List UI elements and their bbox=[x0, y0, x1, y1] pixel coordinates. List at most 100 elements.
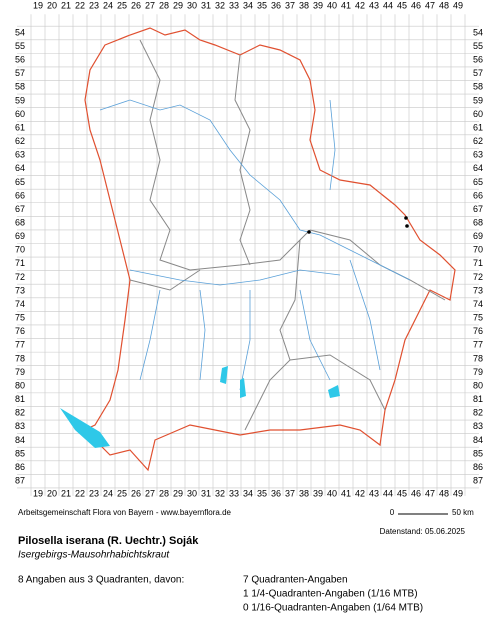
column-label: 34 bbox=[243, 488, 253, 498]
row-label: 83 bbox=[15, 421, 25, 431]
column-label: 36 bbox=[271, 0, 281, 10]
summary-line: 0 1/16-Quadranten-Angaben (1/64 MTB) bbox=[243, 603, 423, 614]
column-label: 30 bbox=[187, 0, 197, 10]
row-label: 58 bbox=[473, 82, 483, 92]
column-label: 47 bbox=[425, 0, 435, 10]
column-label: 33 bbox=[229, 0, 239, 10]
row-label: 81 bbox=[473, 394, 483, 404]
row-label: 68 bbox=[473, 217, 483, 227]
column-label: 24 bbox=[103, 0, 113, 10]
row-label: 59 bbox=[473, 95, 483, 105]
row-label: 69 bbox=[15, 231, 25, 241]
row-label: 86 bbox=[15, 462, 25, 472]
row-label: 70 bbox=[15, 245, 25, 255]
column-label: 31 bbox=[201, 0, 211, 10]
column-label: 46 bbox=[411, 488, 421, 498]
column-label: 34 bbox=[243, 0, 253, 10]
column-label: 29 bbox=[173, 488, 183, 498]
column-label: 45 bbox=[397, 0, 407, 10]
column-label: 22 bbox=[75, 488, 85, 498]
row-label: 64 bbox=[473, 163, 483, 173]
row-label: 86 bbox=[473, 462, 483, 472]
column-label: 28 bbox=[159, 488, 169, 498]
column-label: 26 bbox=[131, 488, 141, 498]
column-label: 22 bbox=[75, 0, 85, 10]
common-name: Isergebirgs-Mausohrhabichtskraut bbox=[18, 550, 170, 561]
occurrence-dot bbox=[405, 224, 409, 228]
column-label: 19 bbox=[33, 488, 43, 498]
row-label: 81 bbox=[15, 394, 25, 404]
row-label: 58 bbox=[15, 82, 25, 92]
row-label: 73 bbox=[473, 285, 483, 295]
column-label: 23 bbox=[89, 0, 99, 10]
column-label: 37 bbox=[285, 488, 295, 498]
column-label: 44 bbox=[383, 0, 393, 10]
row-label: 68 bbox=[15, 217, 25, 227]
column-label: 41 bbox=[341, 488, 351, 498]
scale-end: 50 km bbox=[452, 508, 474, 517]
row-label: 74 bbox=[473, 299, 483, 309]
column-label: 41 bbox=[341, 0, 351, 10]
column-label: 36 bbox=[271, 488, 281, 498]
column-label: 42 bbox=[355, 0, 365, 10]
column-label: 40 bbox=[327, 488, 337, 498]
row-label: 84 bbox=[15, 435, 25, 445]
row-label: 66 bbox=[473, 190, 483, 200]
row-label: 87 bbox=[15, 476, 25, 486]
column-label: 31 bbox=[201, 488, 211, 498]
column-label: 37 bbox=[285, 0, 295, 10]
species-name: Pilosella iserana (R. Uechtr.) Soják bbox=[18, 535, 199, 547]
row-label: 75 bbox=[473, 313, 483, 323]
column-label: 32 bbox=[215, 0, 225, 10]
occurrence-dot bbox=[404, 216, 408, 220]
row-label: 66 bbox=[15, 190, 25, 200]
column-label: 25 bbox=[117, 488, 127, 498]
row-label: 73 bbox=[15, 285, 25, 295]
border-outline bbox=[78, 27, 456, 472]
row-label: 61 bbox=[473, 122, 483, 132]
column-label: 43 bbox=[369, 0, 379, 10]
row-label: 75 bbox=[15, 313, 25, 323]
row-label: 76 bbox=[15, 326, 25, 336]
row-label: 79 bbox=[473, 367, 483, 377]
column-label: 20 bbox=[47, 488, 57, 498]
column-label: 30 bbox=[187, 488, 197, 498]
column-label: 25 bbox=[117, 0, 127, 10]
column-label: 32 bbox=[215, 488, 225, 498]
row-label: 54 bbox=[15, 27, 25, 37]
row-label: 79 bbox=[15, 367, 25, 377]
column-label: 27 bbox=[145, 488, 155, 498]
column-label: 26 bbox=[131, 0, 141, 10]
column-label: 35 bbox=[257, 488, 267, 498]
row-label: 62 bbox=[15, 136, 25, 146]
row-label: 64 bbox=[15, 163, 25, 173]
row-label: 57 bbox=[15, 68, 25, 78]
column-label: 19 bbox=[33, 0, 43, 10]
row-label: 78 bbox=[473, 353, 483, 363]
column-label: 29 bbox=[173, 0, 183, 10]
column-label: 23 bbox=[89, 488, 99, 498]
row-label: 60 bbox=[473, 109, 483, 119]
row-label: 56 bbox=[473, 55, 483, 65]
row-label: 78 bbox=[15, 353, 25, 363]
column-label: 35 bbox=[257, 0, 267, 10]
column-label: 20 bbox=[47, 0, 57, 10]
column-label: 38 bbox=[299, 488, 309, 498]
row-label: 82 bbox=[473, 408, 483, 418]
row-label: 76 bbox=[473, 326, 483, 336]
row-label: 54 bbox=[473, 27, 483, 37]
row-label: 57 bbox=[473, 68, 483, 78]
column-label: 21 bbox=[61, 488, 71, 498]
credit: Arbeitsgemeinschaft Flora von Bayern - w… bbox=[18, 508, 232, 517]
column-label: 33 bbox=[229, 488, 239, 498]
row-label: 67 bbox=[473, 204, 483, 214]
column-label: 39 bbox=[313, 0, 323, 10]
column-label: 40 bbox=[327, 0, 337, 10]
row-label: 67 bbox=[15, 204, 25, 214]
row-label: 55 bbox=[473, 41, 483, 51]
row-label: 87 bbox=[473, 476, 483, 486]
date: Datenstand: 05.06.2025 bbox=[380, 527, 466, 536]
row-label: 69 bbox=[473, 231, 483, 241]
row-label: 62 bbox=[473, 136, 483, 146]
